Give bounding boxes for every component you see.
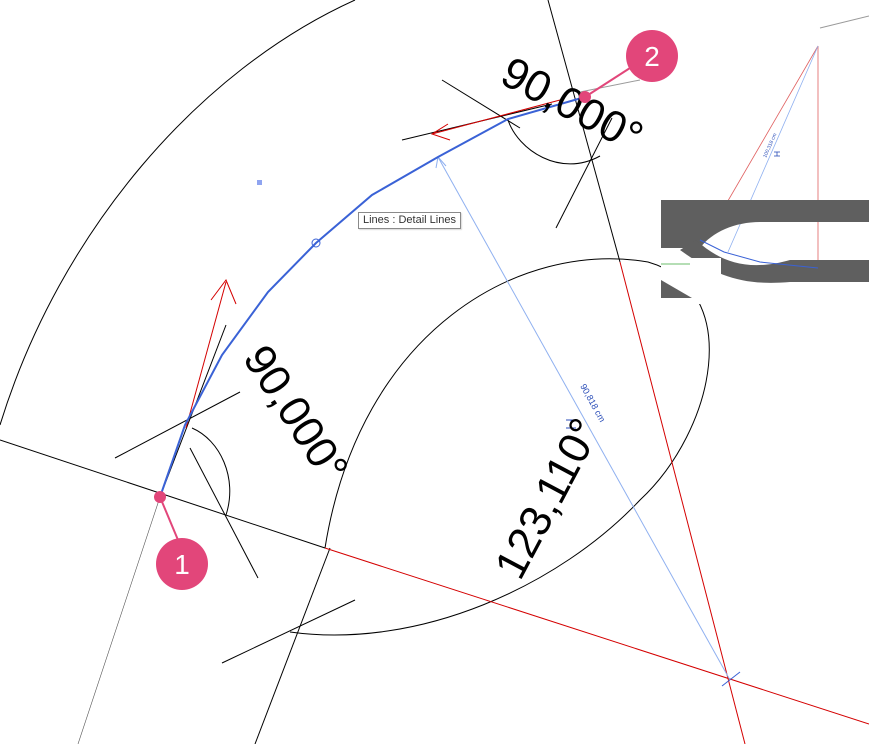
arc-angle-dimension-label[interactable]: 123,110° bbox=[486, 411, 611, 587]
dimension-lock-icon[interactable] bbox=[566, 419, 576, 429]
element-tooltip: Lines : Detail Lines bbox=[358, 212, 461, 229]
callout-1-leader bbox=[159, 496, 179, 541]
callout-1-anchor bbox=[154, 491, 166, 503]
red-arrow-head-end bbox=[430, 123, 451, 141]
red-arrow-head-start bbox=[210, 279, 237, 305]
chord-length-label: 90,818 cm bbox=[578, 382, 607, 424]
reference-lines bbox=[0, 0, 710, 744]
callout-2-anchor bbox=[579, 91, 591, 103]
end-angle-arc bbox=[507, 119, 601, 165]
red-arrow-shaft-start bbox=[185, 281, 227, 429]
callout-2-leader bbox=[584, 67, 631, 98]
red-baseline bbox=[324, 547, 869, 725]
inset-lock-icon bbox=[774, 151, 780, 157]
start-tick-1 bbox=[114, 391, 241, 459]
chord-dimension-line bbox=[437, 156, 731, 681]
start-angle-arc bbox=[191, 427, 231, 516]
control-point-handle[interactable] bbox=[257, 180, 262, 185]
callout-marker-1: 1 bbox=[154, 491, 208, 590]
red-reference-lines bbox=[185, 99, 869, 744]
lower-left-extension bbox=[77, 496, 161, 744]
callout-1-label: 1 bbox=[174, 549, 190, 580]
lower-tick bbox=[221, 599, 356, 664]
inset-blue-curve bbox=[699, 239, 819, 269]
start-tick-2 bbox=[189, 447, 259, 579]
end-vertical-line bbox=[547, 0, 621, 263]
inset-top-gray-line bbox=[819, 15, 869, 29]
inset-wall-bottom bbox=[661, 280, 692, 298]
inset-upper-gray-line bbox=[579, 79, 641, 93]
inset-wall-lower bbox=[680, 240, 869, 283]
selected-detail-line[interactable] bbox=[159, 96, 586, 498]
detail-line-path[interactable] bbox=[159, 96, 586, 498]
end-tick-3 bbox=[555, 117, 613, 229]
callout-2-label: 2 bbox=[644, 41, 660, 72]
red-arrow-shaft-end bbox=[431, 99, 561, 135]
inset-reference-view: 100,318 cm bbox=[579, 15, 869, 304]
chord-end-tick bbox=[721, 671, 741, 687]
red-vertical bbox=[619, 261, 746, 744]
end-angle-dimension[interactable]: 90,000° bbox=[493, 48, 650, 163]
curve-midpoint-handle[interactable] bbox=[311, 238, 321, 248]
outer-arc bbox=[0, 0, 356, 426]
callout-2-badge bbox=[626, 30, 678, 82]
inset-right-mask bbox=[661, 298, 869, 304]
callout-marker-2: 2 bbox=[579, 30, 678, 103]
inset-wall-upper bbox=[661, 200, 869, 248]
start-angle-dimension[interactable]: 90,000° bbox=[234, 337, 358, 491]
arc-angle-dimension bbox=[289, 258, 710, 636]
callout-1-badge bbox=[156, 538, 208, 590]
lower-line-1 bbox=[254, 547, 331, 744]
